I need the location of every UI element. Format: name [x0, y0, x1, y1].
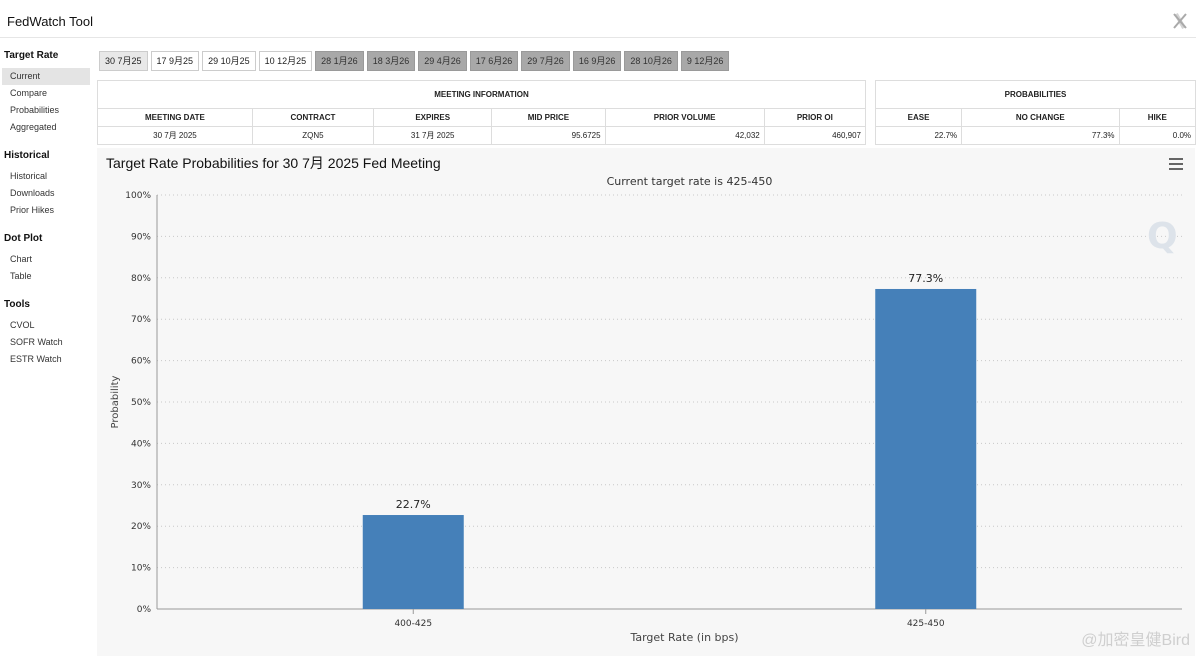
meeting-tab[interactable]: 10 12月25: [258, 51, 313, 71]
bar: [362, 515, 464, 609]
meeting-tab[interactable]: 29 7月26: [521, 51, 570, 71]
x-axis-title: Target Rate (in bps): [629, 631, 738, 644]
sidebar-item-sofr-watch[interactable]: SOFR Watch: [10, 337, 63, 347]
sidebar-item-table[interactable]: Table: [10, 271, 32, 281]
y-tick-label: 40%: [131, 439, 151, 449]
y-tick-label: 10%: [131, 564, 151, 574]
sidebar-item-estr-watch[interactable]: ESTR Watch: [10, 354, 62, 364]
meeting-tab[interactable]: 29 10月25: [202, 51, 256, 71]
y-tick-label: 70%: [131, 315, 151, 325]
meeting-info-header: CONTRACT: [251, 108, 375, 127]
meeting-tab[interactable]: 28 1月26: [315, 51, 364, 71]
x-tick-label: 425-450: [907, 619, 945, 629]
meeting-info-header: MEETING DATE: [97, 108, 253, 127]
x-tick-label: 400-425: [394, 619, 432, 629]
meeting-tab[interactable]: 17 6月26: [469, 51, 519, 71]
meeting-tab[interactable]: 9 12月26: [680, 51, 730, 71]
sidebar: Target Rate Current Compare Probabilities Ag…: [0, 48, 92, 368]
chart-panel: Target Rate Probabilities for 30 7月 2025…: [97, 148, 1195, 656]
y-tick-label: 0%: [137, 605, 152, 615]
sidebar-item-current[interactable]: Current: [2, 68, 90, 85]
probabilities-header: HIKE: [1118, 108, 1197, 127]
sidebar-item-probabilities[interactable]: Probabilities: [10, 105, 60, 115]
meeting-info-header: MID PRICE: [491, 108, 606, 127]
y-tick-label: 30%: [131, 481, 151, 491]
probabilities-header: EASE: [874, 108, 963, 127]
meeting-tab[interactable]: 28 10月26: [624, 51, 678, 71]
meeting-tab[interactable]: 29 4月26: [418, 51, 467, 71]
chart-title: Target Rate Probabilities for 30 7月 2025…: [106, 155, 441, 171]
meeting-info-header: EXPIRES: [373, 108, 493, 127]
sidebar-heading: Tools: [4, 299, 30, 310]
meeting-tab[interactable]: 30 7月25: [99, 51, 148, 71]
probabilities-title: PROBABILITIES: [875, 80, 1196, 109]
sidebar-item-downloads[interactable]: Downloads: [10, 188, 55, 198]
meeting-tabs: 30 7月25 17 9月25 29 10月25 10 12月25 28 1月26 18 …: [99, 51, 730, 71]
probabilities-cell: 0.0%: [1118, 126, 1197, 145]
bar: [875, 288, 977, 609]
probabilities-header: NO CHANGE: [961, 108, 1120, 127]
sidebar-item-prior-hikes[interactable]: Prior Hikes: [10, 205, 55, 215]
sidebar-item-compare[interactable]: Compare: [10, 88, 48, 98]
app-title: FedWatch Tool: [7, 14, 93, 29]
q-logo-icon: Q: [1147, 216, 1178, 257]
data-label: 77.3%: [908, 272, 943, 285]
y-tick-label: 100%: [125, 191, 151, 201]
y-tick-label: 20%: [131, 522, 151, 532]
meeting-info-cell: 460,907: [763, 126, 867, 145]
sidebar-item-chart[interactable]: Chart: [10, 254, 33, 264]
meeting-info-header: PRIOR OI: [763, 108, 867, 127]
top-bar: FedWatch Tool: [0, 4, 1196, 38]
y-tick-label: 90%: [131, 232, 151, 242]
meeting-tab[interactable]: 16 9月26: [572, 51, 622, 71]
y-tick-label: 50%: [131, 398, 151, 408]
meeting-info-cell: 30 7月 2025: [97, 126, 253, 145]
data-label: 22.7%: [396, 498, 431, 511]
probabilities-cell: 77.3%: [961, 126, 1120, 145]
sidebar-item-aggregated[interactable]: Aggregated: [10, 122, 57, 132]
meeting-info-cell: 42,032: [604, 126, 765, 145]
x-close-icon[interactable]: [1172, 12, 1188, 30]
sidebar-heading: Target Rate: [4, 50, 59, 61]
hamburger-menu-icon[interactable]: [1169, 158, 1183, 170]
meeting-info-cell: ZQN5: [251, 126, 375, 145]
bar-chart: Current target rate is 425-450 0% 10% 20% 30…: [110, 175, 1182, 644]
y-tick-label: 80%: [131, 274, 151, 284]
watermark-text: @加密皇健Bird: [1081, 632, 1190, 649]
probabilities-table: PROBABILITIES EASE NO CHANGE HIKE 22.7% 77.…: [874, 80, 1197, 145]
y-axis-title: Probability: [110, 375, 121, 428]
sidebar-item-cvol[interactable]: CVOL: [10, 320, 35, 330]
meeting-tab[interactable]: 18 3月26: [366, 51, 416, 71]
meeting-info-table: MEETING INFORMATION MEETING DATE CONTRACT…: [97, 80, 867, 145]
meeting-info-title: MEETING INFORMATION: [97, 80, 866, 109]
chart-subtitle: Current target rate is 425-450: [607, 175, 773, 188]
meeting-info-cell: 31 7月 2025: [373, 126, 493, 145]
sidebar-heading: Dot Plot: [4, 233, 43, 244]
meeting-tab[interactable]: 17 9月25: [150, 51, 200, 71]
meeting-info-header: PRIOR VOLUME: [604, 108, 765, 127]
sidebar-item-historical[interactable]: Historical: [10, 171, 48, 181]
sidebar-heading: Historical: [4, 150, 50, 161]
probabilities-cell: 22.7%: [874, 126, 963, 145]
y-tick-label: 60%: [131, 357, 151, 367]
meeting-info-cell: 95.6725: [491, 126, 606, 145]
